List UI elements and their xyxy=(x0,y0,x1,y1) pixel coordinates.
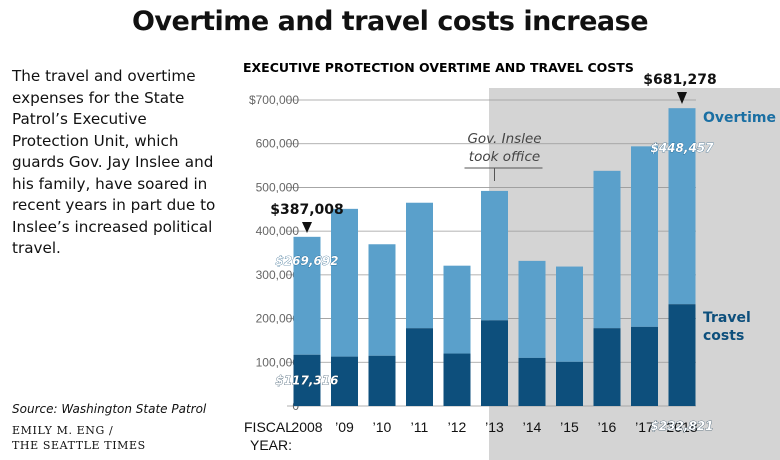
label-travel-2018: $232,821 xyxy=(650,419,713,433)
label-travel-2008: $117,316 xyxy=(275,374,338,388)
bar-travel xyxy=(481,320,508,406)
bar-overtime xyxy=(406,202,433,329)
bar-travel xyxy=(293,354,321,406)
y-tick-label: 200,000 xyxy=(256,312,300,326)
page-title: Overtime and travel costs increase xyxy=(131,6,649,37)
y-tick-label: 300,000 xyxy=(256,268,300,282)
bar-overtime xyxy=(668,108,696,305)
bar-travel xyxy=(556,361,583,406)
bar-travel xyxy=(668,304,696,406)
bar-overtime xyxy=(593,170,621,329)
bar-overtime xyxy=(518,260,546,358)
label-overtime-2008: $269,692 xyxy=(275,254,338,268)
y-tick-label: $700,000 xyxy=(249,93,299,107)
total-2018: $681,278 xyxy=(643,72,717,88)
x-tick-label: ’12 xyxy=(448,419,467,435)
bar-overtime xyxy=(331,208,358,357)
credit-publication: THE SEATTLE TIMES xyxy=(12,439,146,452)
x-tick-label: ’11 xyxy=(411,419,429,435)
chart-title: EXECUTIVE PROTECTION OVERTIME AND TRAVEL… xyxy=(243,60,634,75)
source-note: Source: Washington State Patrol xyxy=(12,402,207,416)
y-tick-label: 100,000 xyxy=(256,355,300,369)
x-axis-label-line1: FISCAL xyxy=(244,419,293,435)
x-tick-label: 2018 xyxy=(666,419,697,435)
down-arrow-icon xyxy=(302,222,312,233)
intro-text: The travel and overtime expenses for the… xyxy=(12,67,216,257)
x-tick-label: ’17 xyxy=(635,419,654,435)
label-overtime-2018: $448,457 xyxy=(650,141,714,155)
bar-travel xyxy=(631,326,658,406)
bar-travel xyxy=(443,353,471,406)
inslee-annotation-line2: took office xyxy=(469,149,540,165)
x-tick-label: ’09 xyxy=(335,419,354,435)
legend-travel-line2: costs xyxy=(703,328,744,344)
legend-travel-line1: Travel xyxy=(703,310,751,326)
bar-overtime xyxy=(481,190,508,321)
total-2008: $387,008 xyxy=(270,202,344,218)
x-tick-label: ’15 xyxy=(560,419,579,435)
y-tick-label: 400,000 xyxy=(256,224,300,238)
bar-overtime xyxy=(443,265,471,354)
down-arrow-icon xyxy=(677,92,687,104)
bar-travel xyxy=(518,357,546,406)
bar-overtime xyxy=(556,266,583,362)
inslee-bracket xyxy=(464,167,543,181)
y-tick-label: 500,000 xyxy=(256,180,300,194)
inslee-annotation-line1: Gov. Inslee xyxy=(467,131,541,147)
bar-overtime xyxy=(293,236,321,355)
bar-overtime xyxy=(368,244,396,356)
bar-travel xyxy=(406,328,433,406)
x-tick-label: ’13 xyxy=(485,419,504,435)
x-axis-label-line2: YEAR: xyxy=(250,437,292,453)
bar-travel xyxy=(368,355,396,406)
bar-travel xyxy=(331,356,358,406)
credit-author: EMILY M. ENG / xyxy=(12,424,114,437)
x-tick-label: ’14 xyxy=(523,419,542,435)
x-tick-label: ’10 xyxy=(373,419,392,435)
x-tick-label: 2008 xyxy=(291,419,322,435)
legend-overtime: Overtime xyxy=(703,110,776,126)
y-tick-label: 600,000 xyxy=(256,137,300,151)
bar-travel xyxy=(593,328,621,406)
bar-overtime xyxy=(631,146,658,327)
x-tick-label: ’16 xyxy=(598,419,617,435)
